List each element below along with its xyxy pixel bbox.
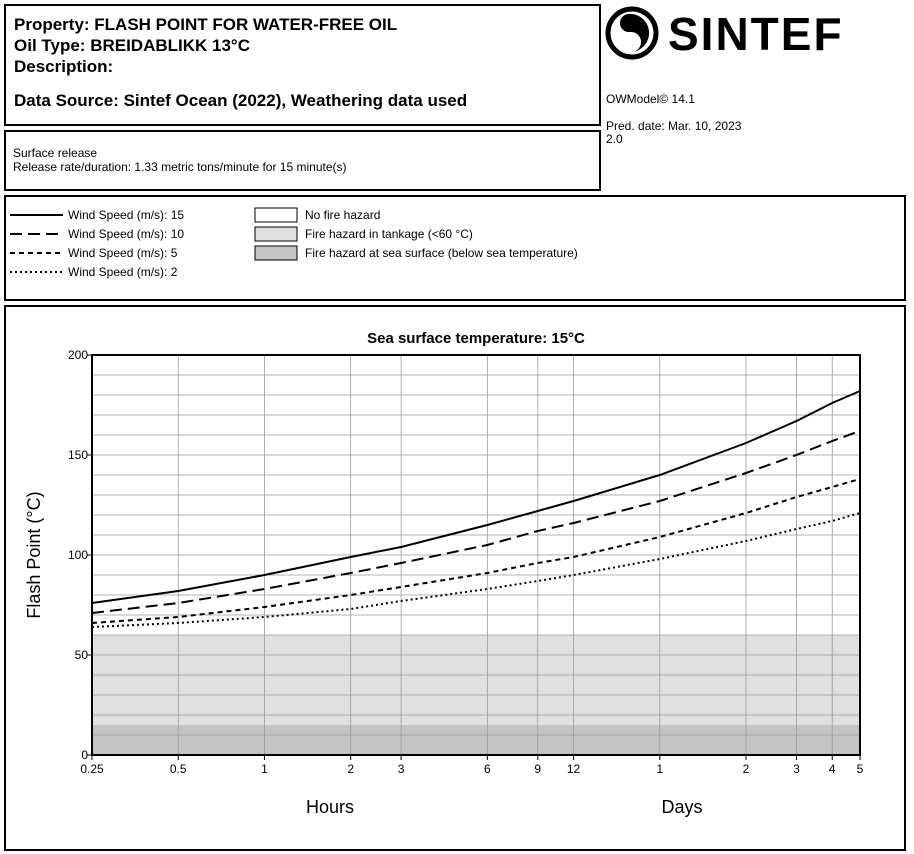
legend-label: Wind Speed (m/s): 10 [68, 227, 184, 241]
legend-box [4, 195, 906, 301]
info: Pred. date: Mar. 10, 2023 [606, 119, 742, 133]
y-tick-label: 150 [68, 448, 88, 462]
release: Release rate/duration: 1.33 metric tons/… [13, 160, 347, 174]
y-tick-label: 200 [68, 348, 88, 362]
x-tick-label: 2 [347, 762, 354, 776]
legend-label: Wind Speed (m/s): 2 [68, 265, 178, 279]
series-line [91, 390, 861, 604]
x-tick-label: 1 [656, 762, 663, 776]
chart-box [4, 305, 906, 851]
y-tick-label: 100 [68, 548, 88, 562]
series-line [91, 478, 861, 624]
hazard-band [92, 725, 860, 755]
oil-type: Oil Type: BREIDABLIKK 13°C [14, 36, 250, 55]
description: Description: [14, 57, 113, 76]
data-source: Data Source: Sintef Ocean (2022), Weathe… [14, 91, 467, 110]
y-axis-label: Flash Point (°C) [24, 491, 44, 618]
legend-swatch [254, 226, 298, 242]
legend-label: No fire hazard [305, 208, 380, 222]
header-box [4, 4, 601, 126]
x-axis-label: Days [661, 797, 702, 817]
property: Property: FLASH POINT FOR WATER-FREE OIL [14, 15, 397, 34]
x-tick-label: 0.25 [80, 762, 104, 776]
x-tick-label: 5 [857, 762, 864, 776]
y-tick-label: 0 [81, 748, 88, 762]
legend-swatch [254, 245, 298, 261]
plot-frame [91, 354, 861, 756]
legend-swatch [254, 207, 298, 223]
logo-text: SINTEF [668, 8, 844, 60]
x-tick-label: 2 [743, 762, 750, 776]
series-line [91, 512, 861, 628]
info: 2.0 [606, 132, 623, 146]
x-tick-label: 6 [484, 762, 491, 776]
x-tick-label: 12 [567, 762, 581, 776]
y-tick-label: 50 [75, 648, 89, 662]
release-box [4, 130, 601, 191]
x-tick-label: 4 [829, 762, 836, 776]
logo-icon [605, 6, 659, 60]
legend-label: Fire hazard at sea surface (below sea te… [305, 246, 578, 260]
series-line [91, 430, 861, 614]
x-axis-label: Hours [306, 797, 354, 817]
legend-label: Wind Speed (m/s): 5 [68, 246, 178, 260]
x-tick-label: 3 [793, 762, 800, 776]
x-tick-label: 0.5 [170, 762, 187, 776]
legend-label: Wind Speed (m/s): 15 [68, 208, 184, 222]
legend-label: Fire hazard in tankage (<60 °C) [305, 227, 473, 241]
release: Surface release [13, 146, 97, 160]
info: OWModel© 14.1 [606, 92, 695, 106]
x-tick-label: 3 [398, 762, 405, 776]
x-tick-label: 1 [261, 762, 268, 776]
x-tick-label: 9 [534, 762, 541, 776]
chart-title: Sea surface temperature: 15°C [367, 330, 585, 347]
